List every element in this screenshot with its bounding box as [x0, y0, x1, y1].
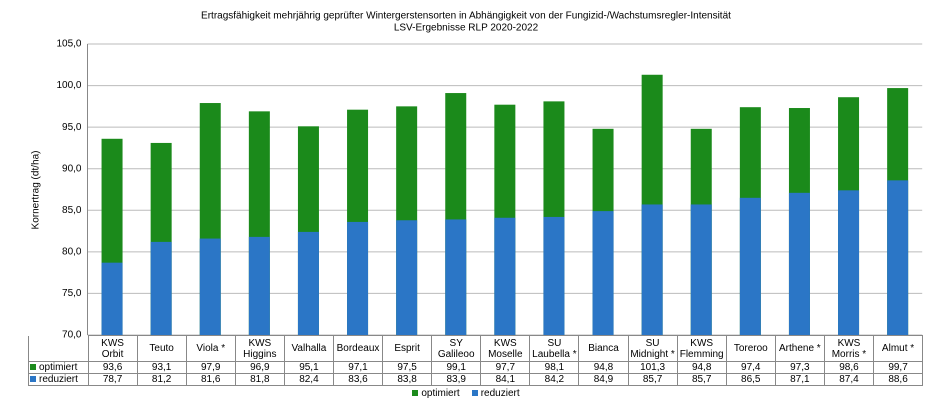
legend-label: reduziert — [480, 388, 520, 399]
bar — [445, 219, 467, 335]
table-row: KWS Orbit Teuto Viola * KWS Higgins Valhalla… — [28, 335, 924, 362]
x-tick-label: KWS Morris * — [823, 335, 875, 362]
x-tick-label: KWS Orbit — [87, 335, 138, 362]
bar — [887, 180, 909, 335]
bar — [248, 236, 270, 335]
legend-item: optimiert — [412, 388, 460, 399]
value-label: 97,7 — [480, 361, 531, 374]
value-label: 85,7 — [627, 373, 678, 386]
bar — [641, 204, 663, 335]
x-tick-label: KWS Moselle — [480, 335, 531, 362]
y-tick-label: 90,0 — [62, 163, 82, 174]
value-label: 97,5 — [382, 361, 433, 374]
y-tick-label: 75,0 — [62, 288, 82, 299]
value-label: 78,7 — [87, 373, 138, 386]
bar — [592, 211, 614, 335]
bar — [739, 197, 761, 335]
y-tick-label: 100,0 — [56, 80, 81, 91]
x-tick-label: SU Laubella * — [529, 335, 580, 362]
y-tick-label: 85,0 — [62, 205, 82, 216]
data-table: KWS Orbit Teuto Viola * KWS Higgins Valhalla… — [28, 335, 924, 386]
x-tick-label: Valhalla — [283, 335, 334, 362]
value-label: 93,1 — [136, 361, 187, 374]
value-label: 98,6 — [823, 361, 875, 374]
value-label: 87,1 — [774, 373, 825, 386]
y-tick-label: 80,0 — [62, 246, 82, 257]
bar — [347, 221, 369, 335]
value-label: 84,2 — [529, 373, 580, 386]
chart-title: Ertragsfähigkeit mehrjährig geprüfter Wi… — [201, 11, 731, 22]
bar — [101, 262, 123, 335]
table-row-header: optimiert — [28, 361, 89, 374]
value-label: 97,9 — [185, 361, 236, 374]
value-label: 94,8 — [578, 361, 629, 374]
value-label: 96,9 — [234, 361, 285, 374]
bar — [150, 241, 172, 335]
x-tick-label: Bianca — [578, 335, 629, 362]
value-label: 81,8 — [234, 373, 285, 386]
value-label: 95,1 — [283, 361, 334, 374]
table-row-header: reduziert — [28, 373, 89, 386]
x-tick-label: SU Midnight * — [627, 335, 678, 362]
y-tick-label: 105,0 — [56, 39, 81, 50]
bar — [788, 192, 810, 335]
value-label: 84,9 — [578, 373, 629, 386]
value-label: 87,4 — [823, 373, 875, 386]
bar — [297, 231, 319, 335]
value-label: 84,1 — [480, 373, 531, 386]
legend: optimiert reduziert — [0, 388, 932, 399]
y-axis-label: Kornertrag (dt/ha) — [31, 151, 42, 230]
chart-subtitle: LSV-Ergebnisse RLP 2020-2022 — [394, 23, 539, 34]
table-series-name: optimiert — [39, 362, 78, 373]
legend-key — [30, 376, 36, 382]
value-label: 94,8 — [676, 361, 727, 374]
value-label: 101,3 — [627, 361, 678, 374]
value-label: 99,7 — [872, 361, 924, 374]
y-tick-label: 95,0 — [62, 122, 82, 133]
table-corner — [28, 335, 89, 362]
x-tick-label: Arthene * — [774, 335, 825, 362]
value-label: 83,9 — [431, 373, 482, 386]
bar — [543, 216, 565, 335]
value-label: 83,6 — [332, 373, 384, 386]
x-tick-label: SY Galileoo — [431, 335, 482, 362]
value-label: 99,1 — [431, 361, 482, 374]
legend-key — [412, 390, 419, 396]
x-tick-label: Viola * — [185, 335, 236, 362]
value-label: 83,8 — [382, 373, 433, 386]
table-row: reduziert 78,7 81,2 81,6 81,8 82,4 83,6 83,8 83,… — [28, 373, 924, 386]
value-label: 85,7 — [676, 373, 727, 386]
legend-item: reduziert — [471, 388, 520, 399]
value-label: 98,1 — [529, 361, 580, 374]
value-label: 97,3 — [774, 361, 825, 374]
value-label: 81,6 — [185, 373, 236, 386]
value-label: 88,6 — [872, 373, 924, 386]
x-tick-label: Toreroo — [725, 335, 776, 362]
table-row: optimiert 93,6 93,1 97,9 96,9 95,1 97,1 97,5 99,… — [28, 361, 924, 374]
table-series-name: reduziert — [39, 374, 78, 385]
x-tick-label: Teuto — [136, 335, 187, 362]
bar — [494, 217, 516, 335]
value-label: 86,5 — [725, 373, 776, 386]
value-label: 82,4 — [283, 373, 334, 386]
value-label: 97,1 — [332, 361, 384, 374]
x-tick-label: Bordeaux — [332, 335, 384, 362]
legend-key — [471, 390, 478, 396]
bar — [396, 220, 418, 335]
x-tick-label: Esprit — [382, 335, 433, 362]
y-tick-label: 70,0 — [62, 330, 82, 341]
x-tick-label: Almut * — [872, 335, 924, 362]
value-label: 97,4 — [725, 361, 776, 374]
bar — [690, 204, 712, 335]
value-label: 93,6 — [87, 361, 138, 374]
legend-label: optimiert — [421, 388, 460, 399]
bar — [199, 238, 221, 335]
x-tick-label: KWS Higgins — [234, 335, 285, 362]
bar — [838, 190, 860, 335]
legend-key — [30, 364, 36, 370]
value-label: 81,2 — [136, 373, 187, 386]
x-tick-label: KWS Flemming — [676, 335, 727, 362]
